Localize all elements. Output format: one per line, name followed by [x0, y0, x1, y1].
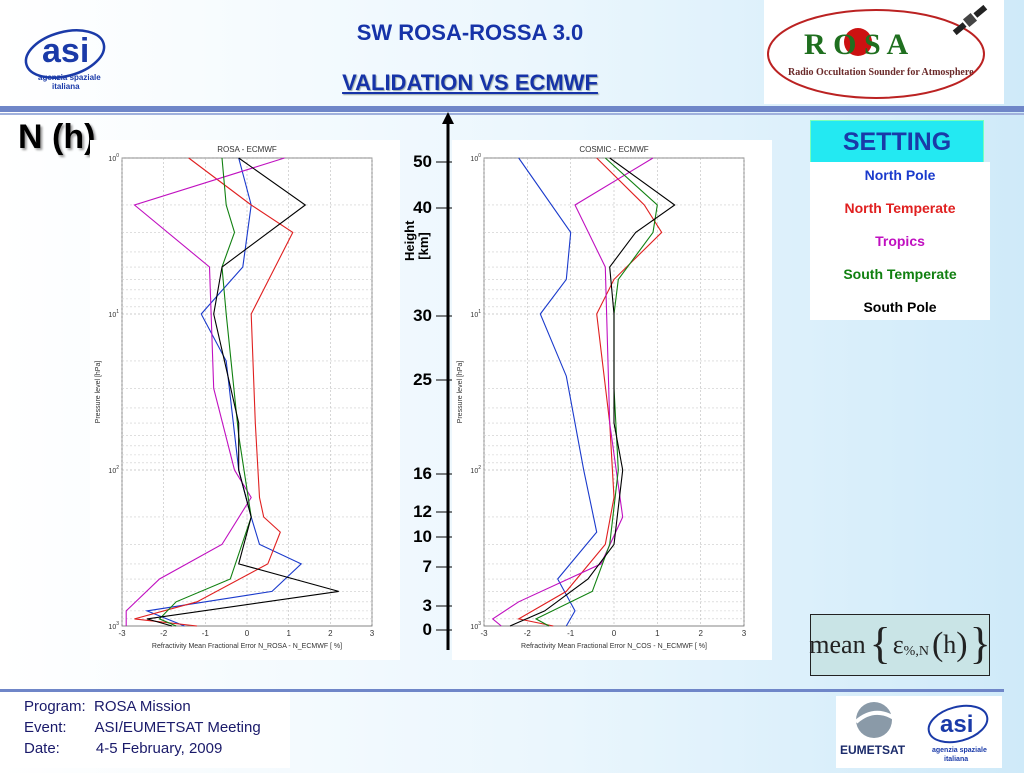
page-title: SW ROSA-ROSSA 3.0: [356, 20, 584, 45]
height-tick-10: 10: [413, 527, 432, 546]
header-divider-thin: [0, 113, 1024, 115]
satellite-icon: [952, 4, 988, 36]
x-tick-label: 2: [698, 629, 703, 638]
series-line-4: [146, 157, 339, 627]
header-divider: [0, 106, 1024, 112]
asi-logo-text1: agenzia spaziale: [38, 73, 101, 82]
height-tick-12: 12: [413, 502, 432, 521]
y-tick-label: 103: [470, 621, 481, 631]
svg-text:italiana: italiana: [944, 756, 968, 763]
y-tick-label: 101: [470, 309, 481, 319]
x-tick-label: 3: [742, 629, 747, 638]
x-tick-label: -3: [480, 629, 488, 638]
asi-logo-small: asi agenzia spaziale italiana: [922, 696, 1002, 768]
formula-arg: h: [943, 630, 957, 659]
asi-logo-text2: italiana: [52, 82, 80, 91]
x-tick-label: 1: [655, 629, 660, 638]
height-tick-30: 30: [413, 306, 432, 325]
y-tick-label: 102: [470, 465, 481, 475]
legend-item-north-temperate: North Temperate: [844, 200, 956, 216]
y-axis-label: Pressure level [hPa]: [95, 361, 102, 424]
height-tick-40: 40: [413, 198, 432, 217]
y-tick-label: 102: [108, 465, 119, 475]
footer-program: Program: ROSA Mission: [24, 698, 191, 715]
eumetsat-logo: EUMETSAT: [836, 696, 922, 768]
series-line-4: [509, 157, 676, 627]
chart-title: ROSA - ECMWF: [217, 145, 277, 154]
y-tick-label: 103: [108, 621, 119, 631]
series-line-1: [134, 157, 294, 627]
x-tick-label: -2: [524, 629, 532, 638]
rosa-letters: R O S A: [804, 28, 909, 61]
chart-cosmic-panel: COSMIC - ECMWF -3 -2 -1 0 1 2 3 100 101 102 103 Pres…: [452, 140, 772, 660]
legend-item-south-temperate: South Temperate: [843, 266, 957, 282]
svg-text:asi: asi: [940, 711, 973, 738]
chart-cosmic-ecmwf: COSMIC - ECMWF -3 -2 -1 0 1 2 3 100 101 102 103 Pres…: [457, 145, 747, 650]
x-tick-label: 1: [286, 629, 291, 638]
height-tick-16: 16: [413, 464, 432, 483]
x-axis-label: Refractivity Mean Fractional Error N_ROS…: [152, 643, 342, 650]
x-tick-label: 2: [328, 629, 333, 638]
height-arrow-icon: [442, 112, 454, 124]
height-tick-3: 3: [422, 596, 432, 615]
page-subtitle: VALIDATION VS ECMWF: [342, 70, 598, 95]
footer-event: Event: ASI/EUMETSAT Meeting: [24, 719, 261, 736]
y-tick-label: 101: [108, 309, 119, 319]
x-tick-label: 0: [245, 629, 250, 638]
height-tick-7: 7: [422, 557, 432, 576]
height-tick-50: 50: [413, 152, 432, 171]
y-axis-label: Pressure level [hPa]: [457, 361, 464, 424]
height-axis-label: Height [km]: [402, 220, 431, 261]
rosa-logo: R O S A Radio Occultation Sounder for At…: [764, 0, 1004, 104]
legend-item-tropics: Tropics: [875, 233, 925, 249]
x-tick-label: -2: [160, 629, 168, 638]
x-tick-label: 0: [612, 629, 617, 638]
height-axis: 50 40 30 25 16 12 10 7 3 0 Height [km]: [400, 112, 460, 657]
formula-subscript: %,N: [903, 644, 929, 659]
chart-title: COSMIC - ECMWF: [579, 145, 648, 154]
height-tick-0: 0: [422, 620, 432, 639]
svg-text:asi: asi: [42, 32, 89, 70]
formula-epsilon: ε: [892, 630, 904, 659]
chart-rosa-panel: ROSA - ECMWF -3 -2 -1 0 1 2 3 100 101 102 103 Pressu…: [90, 140, 400, 660]
asi-logo: asi agenzia spaziale italiana: [20, 14, 130, 94]
rosa-tagline: Radio Occultation Sounder for Atmosphere: [788, 67, 974, 78]
legend: North Pole North Temperate Tropics South…: [810, 162, 990, 320]
chart-rosa-ecmwf: ROSA - ECMWF -3 -2 -1 0 1 2 3 100 101 102 103 Pressu…: [95, 145, 375, 650]
series-line-2: [491, 157, 654, 627]
footer-divider: [0, 689, 1004, 692]
height-tick-25: 25: [413, 370, 432, 389]
svg-text:agenzia spaziale: agenzia spaziale: [932, 747, 987, 754]
quantity-label: N (h): [18, 118, 96, 156]
y-tick-label: 100: [108, 153, 119, 163]
x-axis-label: Refractivity Mean Fractional Error N_COS…: [521, 643, 707, 650]
formula-mean: mean: [809, 630, 866, 659]
x-tick-label: -1: [567, 629, 575, 638]
x-tick-label: 3: [370, 629, 375, 638]
legend-item-south-pole: South Pole: [863, 299, 937, 315]
x-tick-label: -1: [202, 629, 210, 638]
footer-info: Program: ROSA Mission Event: ASI/EUMETSAT…: [0, 692, 290, 768]
x-tick-label: -3: [118, 629, 126, 638]
legend-item-north-pole: North Pole: [864, 167, 936, 183]
setting-title: SETTING: [810, 120, 984, 164]
eumetsat-text: EUMETSAT: [840, 743, 906, 757]
y-tick-label: 100: [470, 153, 481, 163]
formula-box: mean { ε %,N ( h ) }: [809, 614, 991, 676]
footer-date: Date: 4-5 February, 2009: [24, 740, 223, 757]
